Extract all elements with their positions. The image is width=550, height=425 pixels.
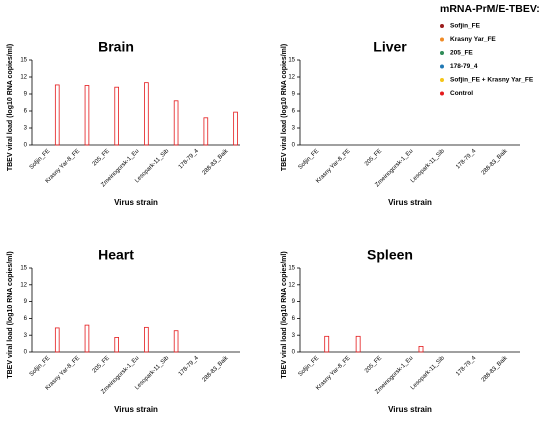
x-tick-label: Sofjin_FE [298,148,321,171]
x-tick-label: 178-79_4 [178,355,201,378]
x-tick-label: Krasny Yar-8_FE [315,355,351,391]
bar [203,117,209,146]
y-tick-label: 15 [288,58,295,64]
y-tick-label: 0 [24,350,28,356]
bar [324,335,330,353]
legend-label: 178-79_4 [450,63,478,70]
y-axis-label: TBEV viral load (log10 RNA copies/ml) [281,44,288,171]
legend-marker [440,24,444,28]
y-tick-label: 12 [20,282,27,288]
x-axis-label: Virus strain [114,198,158,207]
y-tick-label: 6 [292,316,296,322]
bar [54,327,60,353]
x-tick-label: Sofjin_FE [298,355,321,378]
legend-title: mRNA-PrM/E-TBEV: [440,3,540,15]
y-tick-label: 9 [24,299,28,305]
y-axis-label: TBEV viral load (log10 RNA copies/ml) [7,251,14,378]
bar [114,337,119,353]
y-axis-label: TBEV viral load (log10 RNA copies/ml) [281,251,288,378]
chart-title: Spleen [367,247,413,263]
bar [114,86,119,146]
x-tick-label: Krasny Yar-8_FE [315,148,351,184]
x-tick-label: 205_FE [92,148,111,167]
bar [355,335,361,353]
bar [173,100,179,146]
y-tick-label: 0 [292,350,296,356]
legend-label: Sofjin_FE [450,23,481,30]
x-tick-label: Sofjin_FE [29,355,52,378]
bar [173,330,179,353]
legend-label: Krasny Yar_FE [450,36,496,43]
bar [233,111,238,146]
y-tick-label: 12 [20,75,27,81]
y-tick-label: 6 [24,109,28,115]
legend-marker [440,91,444,96]
bar [418,345,424,353]
chart-title: Liver [373,39,407,55]
bar [144,82,149,146]
x-tick-label: Sofjin_FE [29,148,52,171]
y-tick-label: 0 [292,143,296,149]
x-tick-label: 178-79_4 [455,148,478,171]
y-tick-label: 3 [24,126,28,132]
y-tick-label: 15 [20,58,27,64]
legend-marker [440,78,444,82]
bar [84,85,90,146]
chart-title: Brain [98,39,134,55]
legend-label: Control [450,90,473,97]
y-tick-label: 15 [288,266,295,272]
legend-marker [440,37,444,42]
x-tick-label: 205_FE [364,148,383,167]
x-tick-label: Lesopark-11_Sib [410,355,446,391]
chart-title: Heart [98,247,134,263]
y-tick-label: 6 [292,109,296,115]
y-tick-label: 3 [24,333,28,339]
x-tick-label: 288-83_Baik [202,148,231,177]
x-tick-label: 288-83_Baik [202,355,231,384]
y-tick-label: 9 [292,92,296,98]
y-tick-label: 9 [292,299,296,305]
legend-marker [440,64,444,69]
y-tick-label: 0 [24,143,28,149]
y-axis-label: TBEV viral load (log10 RNA copies/ml) [7,44,14,171]
legend-label: 205_FE [450,50,473,57]
y-tick-label: 15 [20,266,27,272]
y-tick-label: 12 [288,282,295,288]
x-axis-label: Virus strain [388,405,432,414]
y-tick-label: 3 [292,333,296,339]
bar [54,84,60,146]
x-axis-label: Virus strain [114,405,158,414]
bar [144,326,149,353]
bar [84,324,90,353]
y-tick-label: 6 [24,316,28,322]
x-tick-label: Lesopark-11_Sib [410,148,446,184]
x-tick-label: 205_FE [364,355,383,374]
x-tick-label: 178-79_4 [455,355,478,378]
y-tick-label: 12 [288,75,295,81]
x-tick-label: 288-83_Baik [481,148,510,177]
x-tick-label: 288-83_Baik [481,355,510,384]
y-tick-label: 9 [24,92,28,98]
y-tick-label: 3 [292,126,296,132]
legend-label: Sofjin_FE + Krasny Yar_FE [450,77,534,84]
x-tick-label: 178-79_4 [178,148,201,171]
x-tick-label: 205_FE [92,355,111,374]
x-axis-label: Virus strain [388,198,432,207]
legend-marker [440,51,444,55]
